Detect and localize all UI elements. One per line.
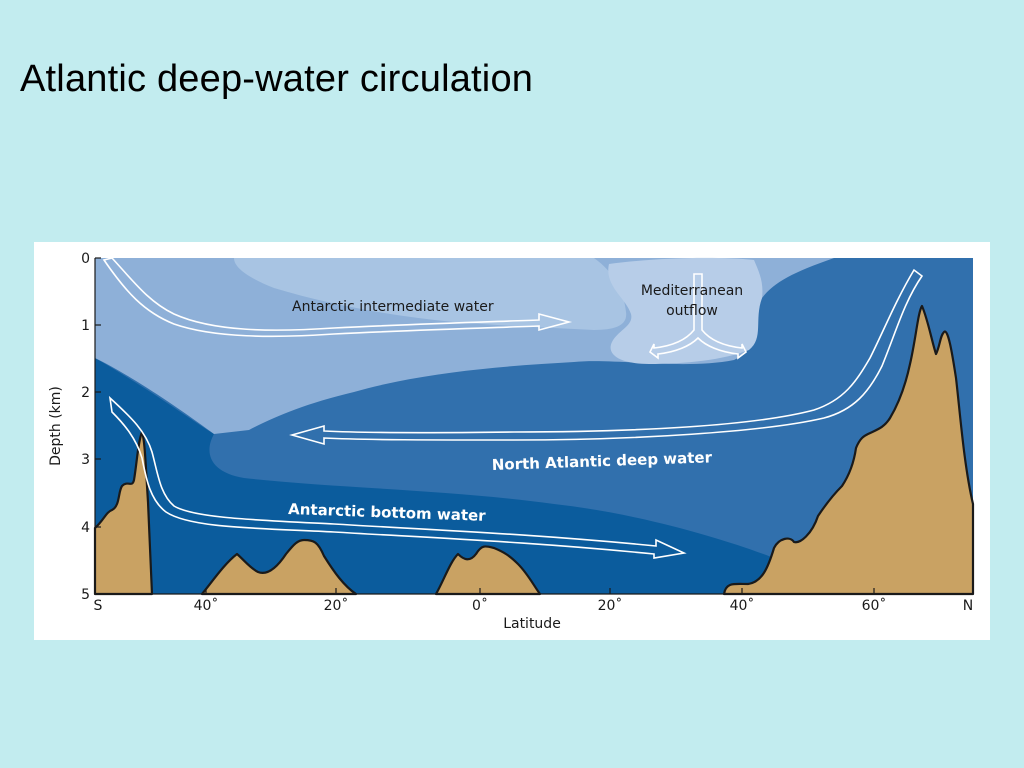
y-tick-label: 1 [81, 318, 90, 334]
x-tick-label: 20˚ [324, 597, 349, 614]
slide-title: Atlantic deep-water circulation [20, 58, 534, 100]
diagram-canvas: 0 1 2 3 4 5 Depth (km) S 40˚ 20˚ 0˚ 20˚ … [48, 251, 975, 632]
y-tick-label: 3 [81, 452, 90, 468]
mediterranean-outflow-region [608, 257, 763, 364]
y-tick-label: 5 [81, 587, 90, 603]
mid-atlantic-ridge-central [434, 545, 542, 596]
intermediate-water-arrow [102, 257, 573, 338]
x-tick-label: 40˚ [194, 597, 219, 614]
x-tick-label: 40˚ [730, 597, 755, 614]
y-tick-label: 2 [81, 385, 90, 401]
mediterranean-label-line2: outflow [666, 303, 718, 319]
x-tick-label: 60˚ [862, 597, 887, 614]
bottom-water-layer [95, 358, 779, 594]
circulation-diagram: 0 1 2 3 4 5 Depth (km) S 40˚ 20˚ 0˚ 20˚ … [34, 242, 990, 640]
x-tick-label: 20˚ [598, 597, 623, 614]
x-tick-label: S [94, 598, 103, 614]
north-atlantic-deep-water-arrow [289, 268, 924, 446]
x-axis-label: Latitude [503, 616, 561, 632]
flow-arrows [102, 257, 924, 559]
y-tick-label: 4 [81, 520, 90, 536]
y-tick-label: 0 [81, 251, 90, 267]
surface-water-layer [234, 258, 627, 330]
seafloor [93, 304, 975, 596]
intermediate-water-label: Antarctic intermediate water [292, 299, 494, 315]
y-tick-labels: 0 1 2 3 4 5 [81, 251, 90, 603]
y-axis [94, 257, 101, 595]
northern-continental-slope [722, 304, 975, 596]
bottom-water-arrow [108, 395, 687, 559]
x-axis [95, 588, 973, 595]
y-axis-label: Depth (km) [48, 386, 64, 466]
x-tick-labels: S 40˚ 20˚ 0˚ 20˚ 40˚ 60˚ N [94, 597, 974, 614]
x-tick-label: N [963, 598, 973, 614]
southern-ridge [93, 430, 154, 596]
mediterranean-outflow-arrow [648, 273, 748, 360]
x-tick-label: 0˚ [472, 597, 488, 614]
mediterranean-label-line1: Mediterranean [641, 283, 743, 299]
mid-atlantic-ridge-west [200, 538, 358, 596]
